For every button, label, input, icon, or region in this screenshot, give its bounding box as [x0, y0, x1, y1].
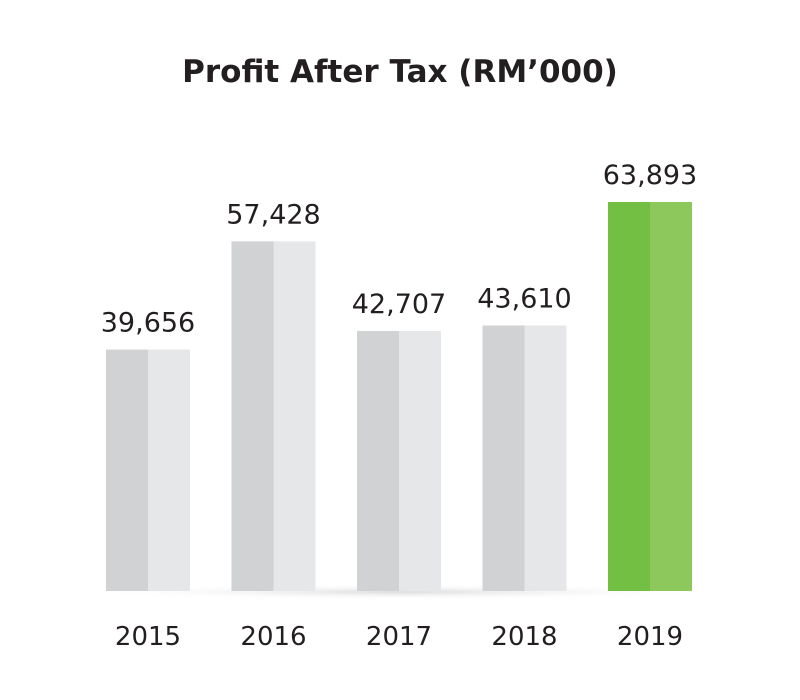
bars-layer [106, 202, 692, 591]
bar-2018 [482, 325, 567, 591]
bar-2018-right-face [524, 325, 567, 591]
x-tick-label-2018: 2018 [491, 622, 557, 652]
bar-2017-left-face [357, 330, 399, 591]
bar-2019 [608, 202, 692, 591]
bar-2017-right-face [399, 330, 441, 591]
x-tick-label-2016: 2016 [240, 622, 306, 652]
value-labels-layer: 39,656 57,428 42,707 43,610 63,893 [101, 160, 697, 339]
value-label-2016: 57,428 [226, 199, 320, 230]
x-tick-label-2017: 2017 [366, 622, 432, 652]
x-axis-ticks-layer: 2015 2016 2017 2018 2019 [115, 622, 683, 652]
bar-2019-left-face [608, 202, 650, 591]
x-tick-label-2019: 2019 [617, 622, 683, 652]
chart-title: Profit After Tax (RM’000) [182, 54, 618, 90]
bar-2016-right-face [273, 241, 316, 591]
value-label-2018: 43,610 [477, 283, 571, 314]
bar-2016-left-face [231, 241, 274, 591]
bar-2015-right-face [148, 349, 190, 591]
value-label-2017: 42,707 [352, 289, 446, 320]
bar-2019-right-face [650, 202, 692, 591]
value-label-2019: 63,893 [603, 160, 697, 191]
bar-2018-left-face [482, 325, 525, 591]
bar-2015 [106, 349, 190, 591]
value-label-2015: 39,656 [101, 308, 195, 339]
bar-2016 [231, 241, 316, 591]
bar-2017 [357, 330, 441, 591]
bar-2015-left-face [106, 349, 148, 591]
x-tick-label-2015: 2015 [115, 622, 181, 652]
